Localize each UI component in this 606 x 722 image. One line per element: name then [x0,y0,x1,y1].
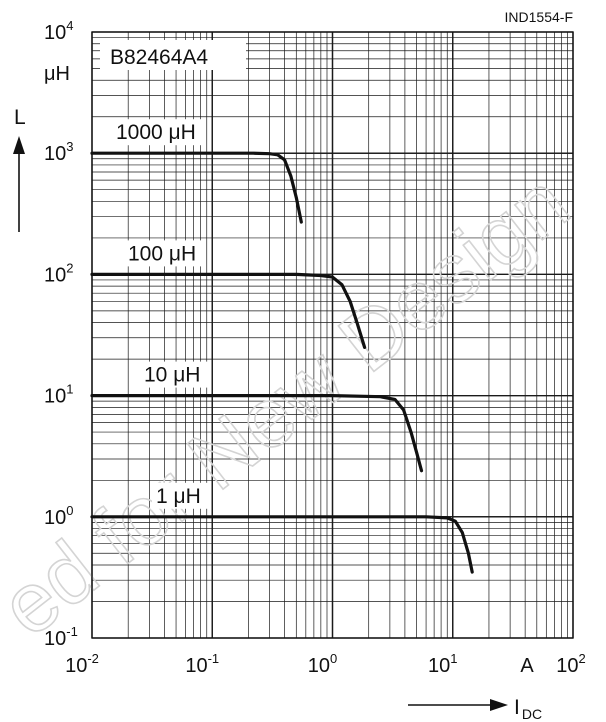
series-curves [90,151,474,574]
x-tick-label: 102 [556,651,585,677]
y-arrow-head [13,136,25,154]
y-unit: μH [44,63,70,85]
x-tick-label: 10-1 [185,651,219,677]
x-unit: A [520,655,534,677]
series-line [90,272,367,349]
series-line [90,515,474,574]
y-tick-label: 101 [44,382,73,408]
series-label-bg [112,119,204,146]
x-tick-label: 101 [428,651,457,677]
plot-frame [91,31,574,639]
watermark-text: ed for New Design [0,155,586,654]
part-number: B82464A4 [110,46,208,69]
y-tick-label: 100 [44,503,73,529]
x-axis-label: I DC [514,696,542,722]
y-tick-label: 102 [44,260,73,286]
series-label: 10 μH [144,364,200,387]
figure-id: IND1554-F [505,9,573,25]
series-label-bg [124,240,204,267]
x-tick-label: 100 [308,651,337,677]
y-tick-label: 10-1 [44,624,78,650]
series-label: 1000 μH [116,121,196,144]
series-label: 1 μH [156,485,201,508]
series-label-bg [152,482,208,509]
x-arrow-head [490,699,508,711]
series-line [90,151,303,224]
y-tick-label: 104 [44,18,73,44]
series-line [90,394,424,473]
x-tick-label: 10-2 [65,651,99,677]
series-label: 100 μH [128,242,196,265]
y-tick-label: 103 [44,139,73,165]
part-number-bg [100,40,246,70]
y-axis-label: L [14,106,26,129]
labels: 1000 μH 100 μH 10 μH 1 μH B82464A4 IND1554-F 1… [13,9,586,722]
series-label-bg [140,361,208,388]
